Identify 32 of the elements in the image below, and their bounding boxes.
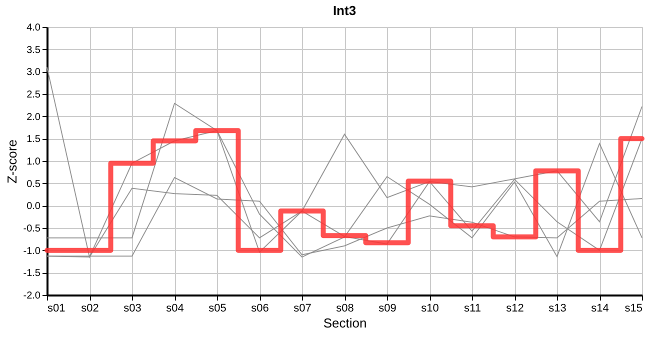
y-tick-label: 3.5 xyxy=(26,44,41,56)
y-tick-label: -1.5 xyxy=(23,268,41,280)
x-tick-label: s12 xyxy=(506,302,524,314)
y-tick-label: -1.0 xyxy=(23,246,41,257)
x-axis-title: Section xyxy=(323,316,367,330)
chart-title: Int3 xyxy=(332,3,356,18)
y-tick-label: 2.0 xyxy=(26,112,41,123)
x-tick-label: s14 xyxy=(591,302,609,314)
x-tick-label: s11 xyxy=(464,302,481,314)
line-series xyxy=(46,66,642,258)
x-tick-label: s13 xyxy=(548,302,566,314)
x-tick-label: s08 xyxy=(336,302,354,314)
x-tick-label: s04 xyxy=(166,302,184,314)
y-tick-label: 4.0 xyxy=(26,22,41,34)
y-tick-label: 0.5 xyxy=(26,178,41,190)
x-tick-label: s09 xyxy=(378,302,396,314)
y-tick-label: -0.5 xyxy=(23,224,41,234)
y-tick-label: 3.0 xyxy=(26,67,41,78)
x-tick-label: s06 xyxy=(251,302,269,314)
x-tick-label: s03 xyxy=(124,302,142,314)
y-tick-label: 1.0 xyxy=(26,156,41,168)
y-tick-label: 0.0 xyxy=(26,201,41,212)
y-tick-label: -2.0 xyxy=(23,290,41,302)
x-tick-label: s02 xyxy=(81,302,99,314)
x-tick-label: s01 xyxy=(48,302,66,314)
x-tick-label: s15 xyxy=(624,302,642,314)
x-tick-label: s07 xyxy=(294,302,312,314)
y-axis-title: Z-score xyxy=(4,139,20,184)
x-tick-label: s05 xyxy=(208,302,226,314)
x-tick-label: s10 xyxy=(421,302,439,314)
y-tick-label: 2.5 xyxy=(26,90,41,100)
y-tick-label: 1.5 xyxy=(26,134,41,146)
